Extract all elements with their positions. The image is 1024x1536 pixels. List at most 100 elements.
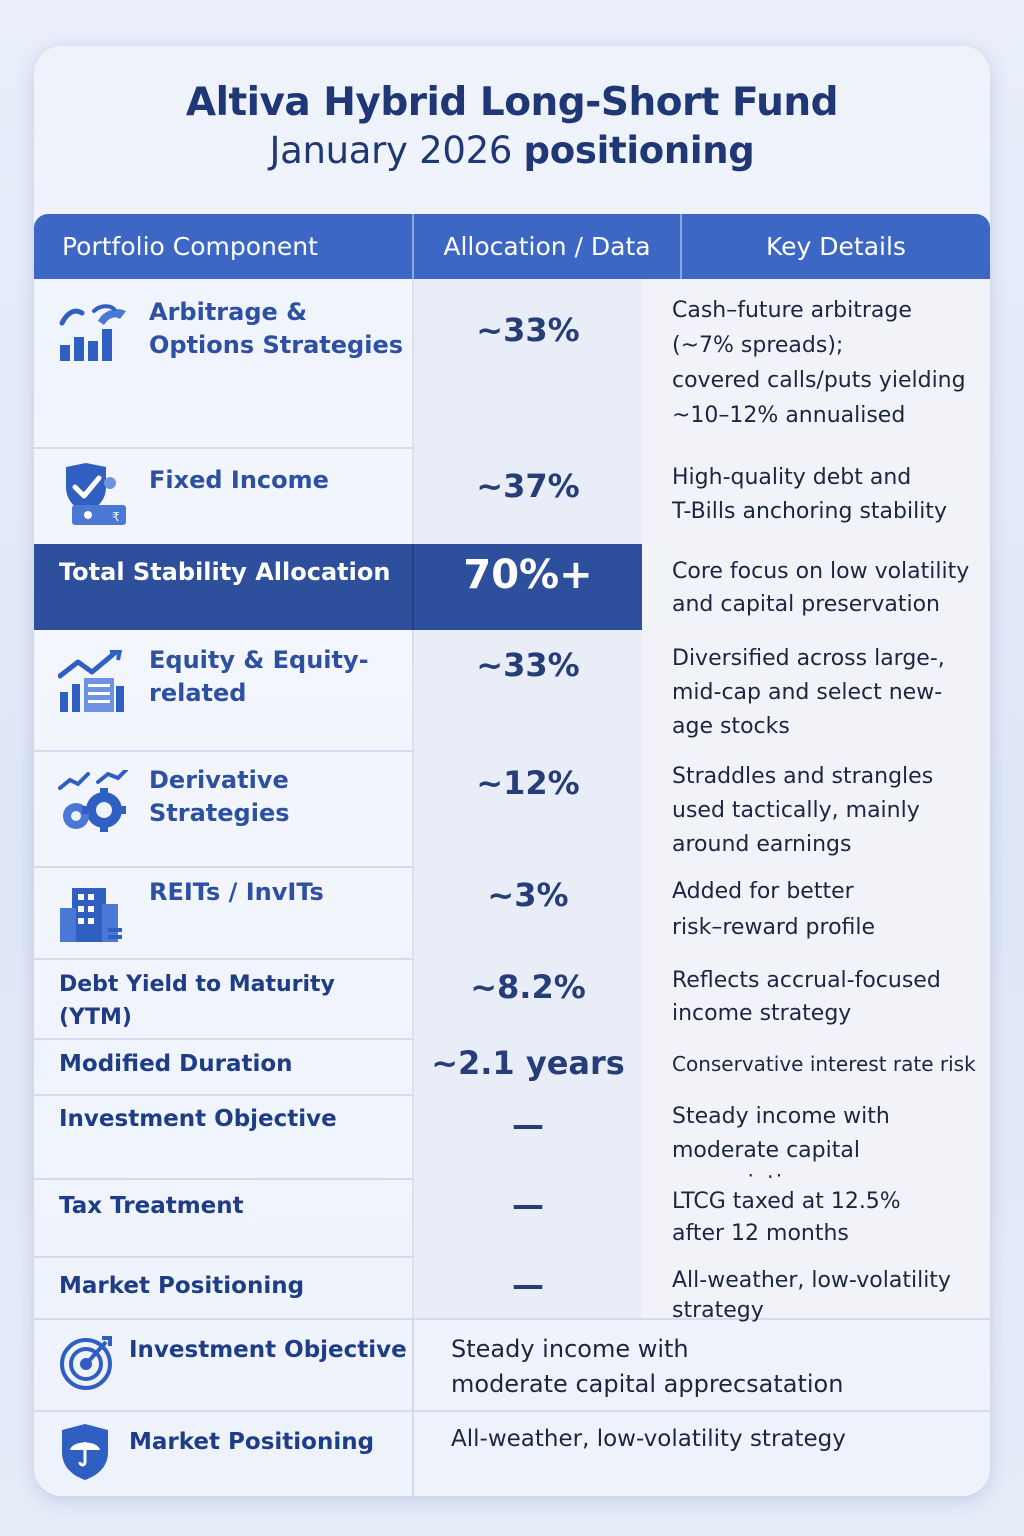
details-line: All-weather, low-volatility strategy xyxy=(451,1426,846,1452)
details-text: Diversified across large-, mid-cap and s… xyxy=(672,642,982,744)
component-label: Investment Objective xyxy=(59,1106,337,1132)
allocation-value: ~3% xyxy=(487,876,569,914)
details-line: All-weather, low-volatility xyxy=(672,1268,951,1293)
allocation-cell: — xyxy=(414,1094,642,1178)
allocation-cell: — xyxy=(414,1178,642,1256)
details-line: Core focus on low volatility xyxy=(672,559,970,584)
details-text: Reflects accrual-focused income strategy xyxy=(672,964,982,1030)
table-row: ₹ Fixed Income ~37% High-quality debt an… xyxy=(34,447,990,546)
details-line: High-quality debt and xyxy=(672,465,912,490)
component-label: REITs / InvITs xyxy=(149,878,324,906)
shield-check-icon: ₹ xyxy=(66,463,126,525)
fund-card: Altiva Hybrid Long-Short Fund January 20… xyxy=(34,46,990,1496)
target-icon xyxy=(60,1336,112,1390)
details-line: and capital preservation xyxy=(672,592,940,617)
table-row: Derivative Strategies ~12% Straddles and… xyxy=(34,750,990,868)
component-cell: Market Positioning xyxy=(34,1256,414,1318)
allocation-cell: ~12% xyxy=(414,750,642,866)
allocation-value: ~37% xyxy=(476,467,580,505)
table-row: REITs / InvITs ~3% Added for better risk… xyxy=(34,866,990,960)
bar-chart-hand-icon xyxy=(59,304,126,361)
details-line: Diversified across large-, xyxy=(672,646,945,671)
details-line: Added for better xyxy=(672,879,854,904)
column-header-component: Portfolio Component xyxy=(34,214,414,279)
details-line: Steady income with xyxy=(451,1335,689,1363)
component-cell: Modified Duration xyxy=(34,1038,414,1094)
details-line: ~10–12% annualised xyxy=(672,403,906,428)
column-header-allocation: Allocation / Data xyxy=(414,214,682,279)
details-cell: Conservative interest rate risk xyxy=(642,1038,990,1094)
component-label: Investment Objective xyxy=(129,1337,407,1363)
summary-row: Market Positioning All-weather, low-vola… xyxy=(34,1410,990,1496)
allocation-value: ~12% xyxy=(476,764,580,802)
component-label: Derivative Strategies xyxy=(149,766,290,827)
component-cell: Derivative Strategies xyxy=(34,750,414,866)
details-text: Conservative interest rate risk xyxy=(672,1047,982,1082)
column-header-details: Key Details xyxy=(766,232,906,261)
trend-chart-icon xyxy=(58,650,124,712)
allocation-cell: ~37% xyxy=(414,447,642,544)
details-text: Cash–future arbitrage (~7% spreads); cov… xyxy=(672,293,982,433)
component-cell: REITs / InvITs xyxy=(34,866,414,958)
page-subtitle: January 2026 positioning xyxy=(34,126,990,176)
summary-row: Investment Objective Steady income with … xyxy=(34,1318,990,1412)
details-cell: Reflects accrual-focused income strategy xyxy=(642,958,990,1038)
details-line: Straddles and strangles xyxy=(672,764,934,789)
allocation-cell: ~8.2% xyxy=(414,958,642,1038)
details-cell: Steady income with moderate capital appr… xyxy=(642,1094,990,1197)
allocation-value: — xyxy=(512,1106,544,1144)
component-label: Fixed Income xyxy=(149,466,329,494)
title-block: Altiva Hybrid Long-Short Fund January 20… xyxy=(34,80,990,176)
table-row: Modified Duration ~2.1 years Conservativ… xyxy=(34,1038,990,1096)
details-line: LTCG taxed at 12.5% xyxy=(672,1189,901,1214)
details-cell: Diversified across large-, mid-cap and s… xyxy=(642,630,990,750)
allocation-value: ~8.2% xyxy=(470,968,586,1006)
subtitle-month: January 2026 xyxy=(269,129,513,172)
component-cell: Investment Objective xyxy=(34,1318,414,1410)
details-line: income strategy xyxy=(672,1001,852,1026)
details-line: strategy xyxy=(672,1298,764,1323)
details-line: used tactically, mainly xyxy=(672,798,920,823)
details-text: High-quality debt and T-Bills anchoring … xyxy=(672,461,982,529)
component-cell: Total Stability Allocation xyxy=(34,544,414,630)
details-text: All-weather, low-volatility strategy xyxy=(672,1266,982,1326)
svg-text:₹: ₹ xyxy=(112,510,120,524)
details-cell: Straddles and strangles used tactically,… xyxy=(642,750,990,866)
details-line: Steady income with xyxy=(672,1104,890,1129)
allocation-value: — xyxy=(512,1186,544,1224)
allocation-cell: ~3% xyxy=(414,866,642,958)
component-cell: Equity & Equity-related xyxy=(34,630,414,750)
allocation-cell: ~33% xyxy=(414,279,642,447)
component-label: Debt Yield to Maturity (YTM) xyxy=(59,972,335,1030)
details-line: moderate capital apprecsatation xyxy=(451,1370,844,1398)
details-text: Core focus on low volatility and capital… xyxy=(672,555,982,621)
allocation-value: ~33% xyxy=(476,646,580,684)
details-cell: All-weather, low-volatility strategy xyxy=(414,1410,990,1496)
component-cell: Arbitrage & Options Strategies xyxy=(34,279,414,447)
details-cell: Core focus on low volatility and capital… xyxy=(642,544,990,630)
details-line: mid-cap and select new- xyxy=(672,680,943,705)
allocation-cell: ~33% xyxy=(414,630,642,750)
details-text: Added for better risk–reward profile xyxy=(672,874,982,946)
allocation-cell: ~2.1 years xyxy=(414,1038,642,1094)
component-label: Modified Duration xyxy=(59,1051,293,1077)
component-cell: Investment Objective xyxy=(34,1094,414,1178)
details-cell: Steady income with moderate capital appr… xyxy=(414,1318,990,1410)
details-cell: LTCG taxed at 12.5% after 12 months xyxy=(642,1178,990,1256)
details-line: Cash–future arbitrage xyxy=(672,298,912,323)
page-title: Altiva Hybrid Long-Short Fund xyxy=(185,80,839,125)
table-row: Market Positioning — All-weather, low-vo… xyxy=(34,1256,990,1323)
details-line: age stocks xyxy=(672,714,790,739)
component-label: Arbitrage & Options Strategies xyxy=(149,298,404,359)
details-line: after 12 months xyxy=(672,1221,849,1246)
component-label: Tax Treatment xyxy=(59,1193,244,1219)
table-row: Arbitrage & Options Strategies ~33% Cash… xyxy=(34,279,990,449)
gear-trend-icon xyxy=(58,770,128,832)
component-label: Equity & Equity-related xyxy=(149,646,369,707)
subtitle-rest: positioning xyxy=(523,129,755,172)
allocation-cell: 70%+ xyxy=(414,544,642,630)
component-label: Total Stability Allocation xyxy=(59,558,391,586)
details-cell: All-weather, low-volatility strategy xyxy=(642,1256,990,1323)
table-row: Debt Yield to Maturity (YTM) ~8.2% Refle… xyxy=(34,958,990,1040)
table-row: Equity & Equity-related ~33% Diversified… xyxy=(34,630,990,752)
